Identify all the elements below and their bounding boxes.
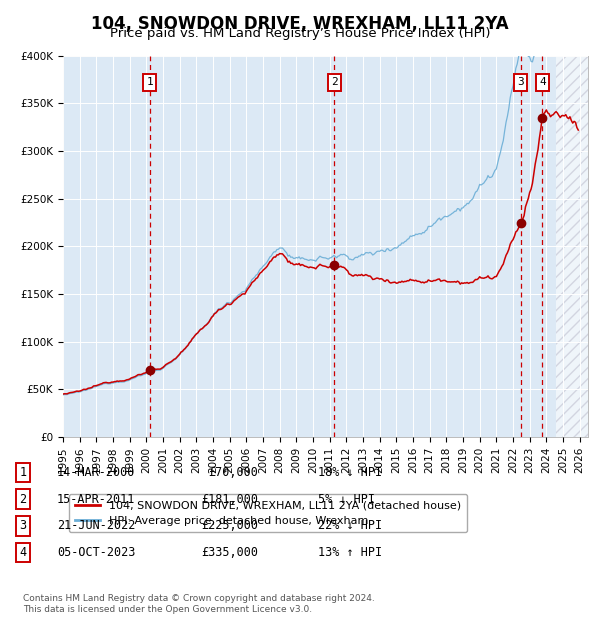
Text: 2: 2 (331, 78, 338, 87)
Text: 1: 1 (146, 78, 153, 87)
Text: 3: 3 (19, 520, 26, 532)
Text: 3: 3 (517, 78, 524, 87)
Text: £70,000: £70,000 (208, 466, 258, 479)
Legend: 104, SNOWDON DRIVE, WREXHAM, LL11 2YA (detached house), HPI: Average price, deta: 104, SNOWDON DRIVE, WREXHAM, LL11 2YA (d… (68, 494, 467, 533)
Text: 14-MAR-2000: 14-MAR-2000 (57, 466, 136, 479)
Text: 18% ↓ HPI: 18% ↓ HPI (318, 466, 382, 479)
Text: £225,000: £225,000 (201, 520, 258, 532)
Text: 21-JUN-2022: 21-JUN-2022 (57, 520, 136, 532)
Text: 104, SNOWDON DRIVE, WREXHAM, LL11 2YA: 104, SNOWDON DRIVE, WREXHAM, LL11 2YA (91, 15, 509, 33)
Bar (556, 56, 588, 437)
Text: 5% ↓ HPI: 5% ↓ HPI (318, 493, 375, 505)
Text: 13% ↑ HPI: 13% ↑ HPI (318, 546, 382, 559)
Text: £181,000: £181,000 (201, 493, 258, 505)
Text: 4: 4 (539, 78, 546, 87)
Text: £335,000: £335,000 (201, 546, 258, 559)
Text: 05-OCT-2023: 05-OCT-2023 (57, 546, 136, 559)
Text: Price paid vs. HM Land Registry’s House Price Index (HPI): Price paid vs. HM Land Registry’s House … (110, 27, 490, 40)
Text: Contains HM Land Registry data © Crown copyright and database right 2024.
This d: Contains HM Land Registry data © Crown c… (23, 595, 374, 614)
Text: 22% ↓ HPI: 22% ↓ HPI (318, 520, 382, 532)
Text: 2: 2 (19, 493, 26, 505)
Text: 4: 4 (19, 546, 26, 559)
Text: 1: 1 (19, 466, 26, 479)
Text: 15-APR-2011: 15-APR-2011 (57, 493, 136, 505)
